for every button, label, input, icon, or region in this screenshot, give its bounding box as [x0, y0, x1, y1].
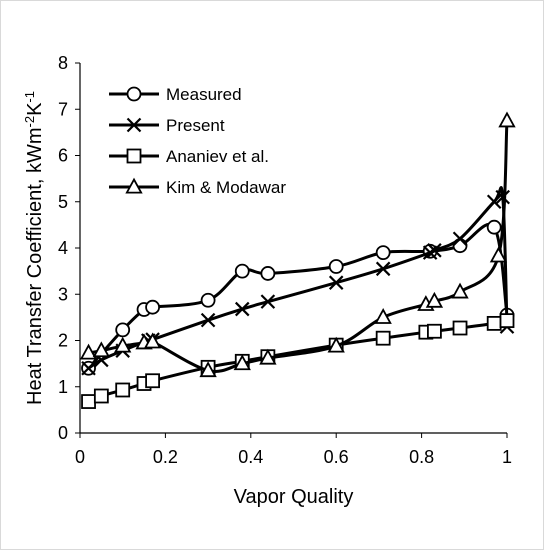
y-axis-title: Heat Transfer Coefficient, kWm-2K-1 [22, 91, 47, 405]
x-tick-label: 0.4 [238, 447, 263, 467]
legend-item-present: Present [109, 116, 225, 135]
data-point-measured [328, 259, 344, 274]
series-layer [79, 111, 516, 409]
data-point-kim-modawar [233, 354, 251, 371]
data-point-ananiev-et-al [427, 323, 442, 339]
data-point-present [328, 275, 344, 290]
data-point-ananiev-et-al [93, 388, 109, 404]
data-point-measured [234, 263, 250, 279]
y-tick-label: 8 [58, 53, 68, 73]
data-point-ananiev-et-al [486, 315, 502, 331]
data-point-ananiev-et-al [499, 313, 515, 329]
y-tick-label: 1 [58, 377, 68, 397]
y-axis-title-main: Heat Transfer Coefficient, kWm [24, 127, 46, 405]
marker-x-stroke [375, 261, 391, 277]
data-point-present [427, 243, 442, 258]
data-point-present [260, 294, 276, 309]
x-tick-label: 1 [502, 447, 512, 467]
y-tick-group: 0 1 2 3 4 5 6 7 8 [58, 53, 80, 443]
data-point-present [422, 245, 438, 260]
data-point-present [375, 261, 391, 277]
legend-marker [126, 148, 142, 164]
data-point-measured [260, 266, 276, 281]
data-point-kim-modawar [199, 361, 217, 378]
series-kim-modawar [79, 111, 516, 378]
marker-x-stroke [328, 275, 344, 290]
data-point-measured [486, 219, 502, 235]
legend-item-kim-modawar: Kim & Modawar [109, 177, 286, 197]
data-point-ananiev-et-al [145, 373, 160, 389]
y-tick-label: 2 [58, 331, 68, 351]
data-point-kim-modawar [451, 282, 469, 299]
data-point-measured [145, 299, 160, 315]
marker-x-stroke [452, 231, 468, 247]
marker-x-stroke [486, 194, 502, 210]
legend-marker [126, 117, 142, 133]
data-point-present [495, 189, 511, 205]
data-point-ananiev-et-al [81, 394, 96, 409]
legend-label: Present [166, 116, 225, 135]
data-point-ananiev-et-al [115, 382, 131, 398]
y-axis-title-sup2: -1 [22, 91, 37, 103]
marker-x-stroke [260, 294, 276, 309]
x-axis-title: Vapor Quality [234, 486, 354, 508]
data-point-present [486, 194, 502, 210]
data-point-kim-modawar [114, 336, 132, 353]
legend: Measured Present Ananiev et al. Kim & Modaw… [109, 85, 286, 197]
legend-label: Kim & Modawar [166, 178, 286, 197]
data-point-kim-modawar [498, 111, 516, 128]
legend-marker [125, 177, 143, 194]
y-tick-label: 3 [58, 284, 68, 304]
data-point-kim-modawar [489, 246, 508, 263]
data-point-kim-modawar [374, 308, 392, 324]
data-point-kim-modawar [143, 332, 162, 349]
legend-label: Ananiev et al. [166, 147, 269, 166]
data-point-present [452, 231, 468, 247]
x-tick-label: 0.6 [324, 447, 349, 467]
data-point-measured [200, 292, 216, 308]
legend-item-measured: Measured [109, 85, 242, 104]
y-tick-label: 5 [58, 192, 68, 212]
x-tick-label: 0.8 [409, 447, 434, 467]
legend-marker [126, 86, 142, 102]
marker-x-stroke [234, 301, 250, 317]
y-tick-label: 4 [58, 238, 68, 258]
data-point-measured [375, 245, 391, 261]
x-tick-group: 0 0.2 0.4 0.6 0.8 1 [75, 433, 512, 467]
legend-label: Measured [166, 85, 242, 104]
data-point-present [81, 360, 96, 376]
data-point-ananiev-et-al [452, 320, 468, 336]
data-point-measured [115, 322, 131, 338]
data-point-present [234, 301, 250, 317]
data-point-kim-modawar [327, 336, 345, 353]
marker-x-stroke [427, 243, 442, 258]
y-tick-label: 7 [58, 99, 68, 119]
y-tick-label: 6 [58, 146, 68, 166]
marker-x-stroke [200, 312, 216, 328]
legend-item-ananiev-et-al: Ananiev et al. [109, 147, 269, 166]
series-ananiev-et-al [81, 313, 515, 409]
y-axis-title-mid: K [24, 102, 46, 116]
marker-x-stroke [126, 117, 142, 133]
x-tick-label: 0 [75, 447, 85, 467]
marker-x-stroke [81, 360, 96, 376]
series-measured [81, 219, 515, 376]
marker-x-stroke [495, 189, 511, 205]
y-axis-title-sup1: -2 [22, 116, 37, 128]
marker-x-stroke [422, 245, 438, 260]
x-tick-label: 0.2 [153, 447, 178, 467]
y-tick-label: 0 [58, 423, 68, 443]
data-point-kim-modawar [92, 341, 111, 358]
data-point-kim-modawar [425, 291, 444, 308]
data-point-present [200, 312, 216, 328]
data-point-ananiev-et-al [375, 330, 391, 346]
data-point-kim-modawar [259, 348, 277, 365]
data-point-kim-modawar [79, 343, 98, 360]
